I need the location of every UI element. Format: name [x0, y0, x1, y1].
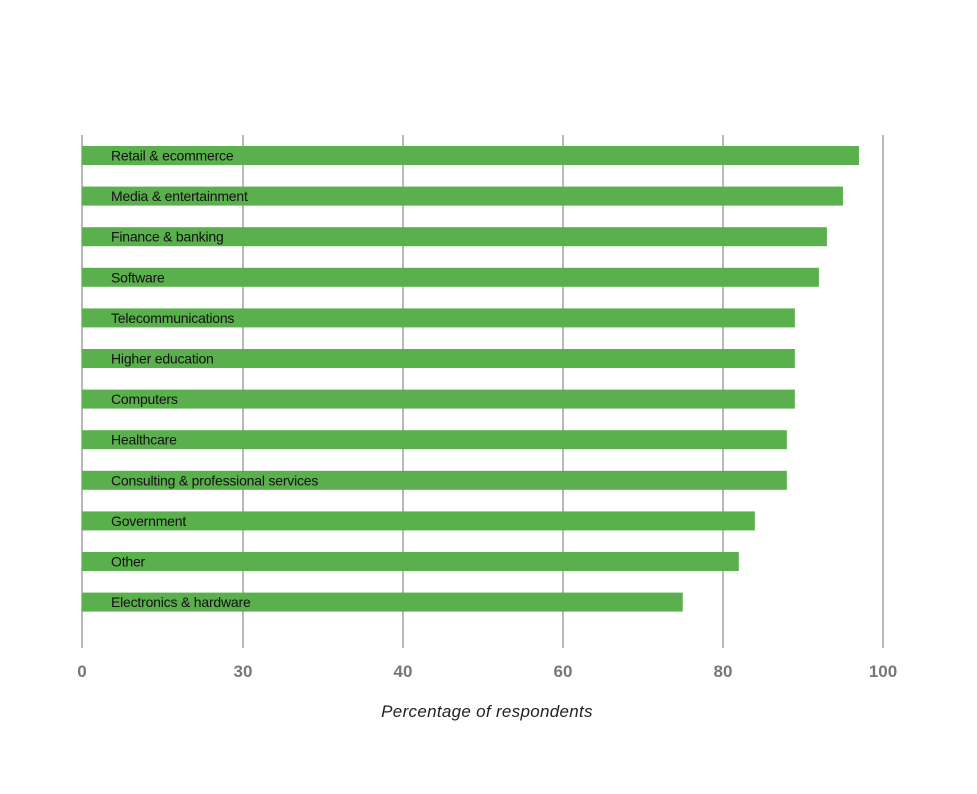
bar-label: Software	[111, 269, 165, 285]
bar-label: Computers	[111, 391, 178, 407]
bar-labels: Retail & ecommerce Media & entertainment F…	[111, 148, 319, 611]
bar-label: Electronics & hardware	[111, 594, 251, 610]
bar-label: Retail & ecommerce	[111, 148, 234, 164]
bar-label: Telecommunications	[111, 310, 234, 326]
bar	[82, 511, 755, 531]
bar	[82, 389, 795, 409]
x-tick-label: 80	[714, 662, 733, 681]
bars	[82, 146, 859, 612]
bar	[82, 470, 787, 490]
bar-label: Consulting & professional services	[111, 472, 318, 488]
x-tick-label: 100	[869, 662, 897, 681]
x-tick-labels: 0 30 40 60 80 100	[77, 662, 897, 681]
bar-label: Government	[111, 513, 186, 529]
bar	[82, 430, 787, 450]
bar	[82, 349, 795, 368]
x-tick-label: 30	[234, 662, 253, 681]
bar	[82, 146, 859, 165]
bar	[82, 592, 683, 612]
x-tick-label: 40	[394, 662, 413, 681]
bar-label: Higher education	[111, 351, 214, 367]
bar	[82, 308, 795, 328]
x-axis-title: Percentage of respondents	[381, 702, 593, 721]
bar	[82, 552, 739, 571]
x-tick-label: 60	[554, 662, 573, 681]
bar-label: Other	[111, 554, 146, 570]
bar-label: Finance & banking	[111, 229, 224, 245]
bar	[82, 267, 819, 287]
x-tick-label: 0	[77, 662, 86, 681]
bar-label: Media & entertainment	[111, 188, 248, 204]
bar	[82, 186, 843, 206]
bar-label: Healthcare	[111, 432, 177, 448]
bar	[82, 227, 827, 247]
